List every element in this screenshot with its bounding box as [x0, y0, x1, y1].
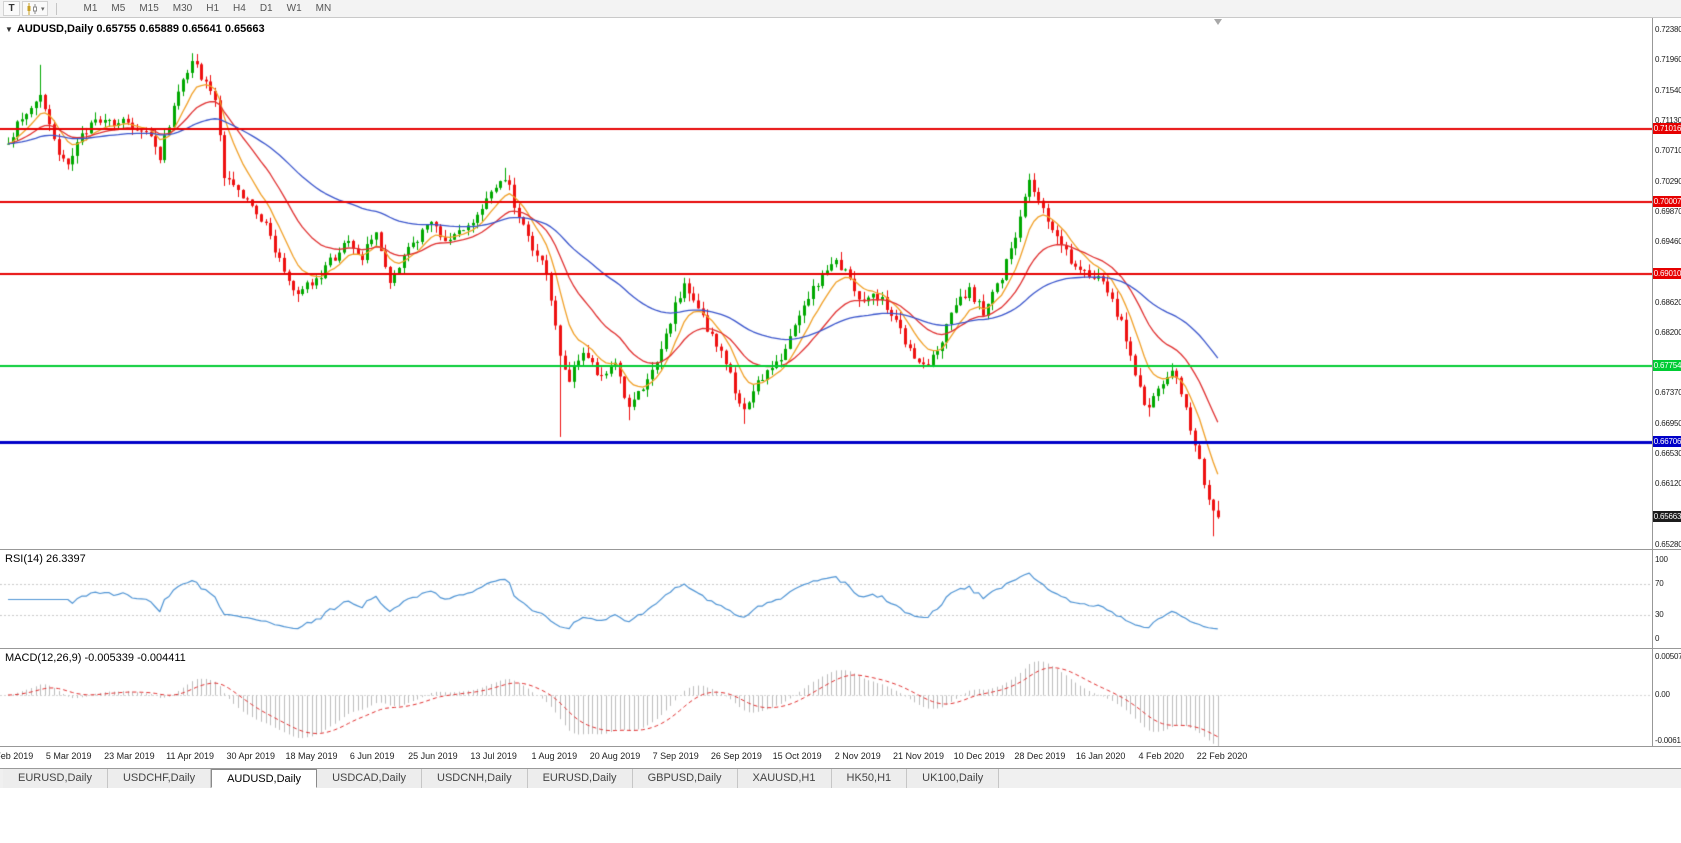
chart-tab[interactable]: EURUSD,Daily: [3, 769, 108, 788]
date-label: 14 Feb 2019: [0, 751, 34, 761]
hline-price-badge: 0.71016: [1653, 122, 1681, 134]
chart-tab[interactable]: EURUSD,Daily: [527, 769, 633, 788]
date-label: 13 Jul 2019: [470, 751, 517, 761]
timeframe-button-m30[interactable]: M30: [172, 3, 193, 14]
chart-type-button[interactable]: ▾: [22, 1, 48, 16]
hline-price-badge: 0.69010: [1653, 268, 1681, 280]
rsi-axis-label: 0: [1655, 634, 1660, 643]
hline-price-badge: 0.70007: [1653, 196, 1681, 208]
price-axis-label: 0.70710: [1655, 146, 1681, 156]
timeframe-button-w1[interactable]: W1: [286, 3, 302, 14]
timeframe-button-mn[interactable]: MN: [315, 3, 332, 14]
date-label: 4 Feb 2020: [1138, 751, 1185, 761]
date-label: 26 Sep 2019: [710, 751, 762, 761]
timeframe-button-m15[interactable]: M15: [139, 3, 159, 14]
macd-header: MACD(12,26,9) -0.005339 -0.004411: [5, 652, 186, 664]
macd-axis-label: -0.006148: [1655, 736, 1681, 745]
chart-tab[interactable]: USDCAD,Daily: [317, 769, 423, 788]
timeframe-button-m5[interactable]: M5: [111, 3, 126, 14]
main-chart-panel: ▼ AUDUSD,Daily 0.65755 0.65889 0.65641 0…: [0, 18, 1681, 549]
rsi-axis-label: 70: [1655, 578, 1664, 588]
chart-header-text: AUDUSD,Daily 0.65755 0.65889 0.65641 0.6…: [16, 23, 265, 35]
date-label: 7 Sep 2019: [652, 751, 699, 761]
candlestick-icon: [27, 2, 37, 15]
macd-axis[interactable]: 0.005076 0.00 -0.006148: [1652, 649, 1681, 746]
date-label: 22 Feb 2020: [1196, 751, 1248, 761]
date-label: 10 Dec 2019: [953, 751, 1005, 761]
chart-shift-marker[interactable]: [1214, 19, 1222, 25]
collapse-icon[interactable]: ▼: [5, 24, 13, 34]
macd-panel: MACD(12,26,9) -0.005339 -0.004411 0.0050…: [0, 648, 1681, 747]
chart-tab[interactable]: AUDUSD,Daily: [211, 769, 318, 788]
date-label: 28 Dec 2019: [1014, 751, 1066, 761]
price-axis-label: 0.71130: [1655, 115, 1681, 125]
hline-price-badge: 0.66706: [1653, 435, 1681, 447]
date-label: 30 Apr 2019: [226, 751, 276, 761]
price-axis-label: 0.66530: [1655, 449, 1681, 459]
date-label: 11 Apr 2019: [166, 751, 215, 761]
date-label: 1 Aug 2019: [531, 751, 578, 761]
toolbar-separator: [55, 2, 57, 15]
rsi-axis-label: 100: [1655, 555, 1668, 564]
rsi-axis-label: 30: [1655, 610, 1664, 620]
date-label: 6 Jun 2019: [349, 751, 395, 761]
macd-canvas[interactable]: [0, 649, 1652, 747]
rsi-axis[interactable]: 100 70 30 0: [1652, 550, 1681, 648]
chart-header: ▼ AUDUSD,Daily 0.65755 0.65889 0.65641 0…: [5, 23, 265, 35]
macd-axis-label: 0.00: [1655, 689, 1670, 699]
date-label: 21 Nov 2019: [892, 751, 945, 761]
text-tool-button[interactable]: T: [3, 1, 20, 16]
chart-tab[interactable]: GBPUSD,Daily: [632, 769, 738, 788]
price-axis-label: 0.66950: [1655, 418, 1681, 428]
current-price-badge: 0.65663: [1653, 511, 1681, 523]
date-label: 15 Oct 2019: [772, 751, 822, 761]
timeframe-button-d1[interactable]: D1: [259, 3, 273, 14]
price-axis-label: 0.68620: [1655, 297, 1681, 307]
chart-tabbar: EURUSD,Daily USDCHF,Daily AUDUSD,Daily USDC…: [0, 768, 1681, 788]
chart-tab[interactable]: USDCNH,Daily: [422, 769, 528, 788]
date-label: 20 Aug 2019: [589, 751, 641, 761]
price-axis-label: 0.65280: [1655, 540, 1681, 549]
chart-tab[interactable]: UK100,Daily: [907, 769, 1000, 788]
timeframe-button-h4[interactable]: H4: [233, 3, 246, 14]
price-axis-label: 0.69870: [1655, 207, 1681, 217]
hline-price-badge: 0.67754: [1653, 359, 1681, 371]
chart-tab[interactable]: HK50,H1: [831, 769, 908, 788]
text-tool-label: T: [8, 3, 15, 14]
rsi-header: RSI(14) 26.3397: [5, 553, 86, 565]
macd-axis-label: 0.005076: [1655, 652, 1681, 661]
toolbar: T ▾ M1 M5 M15 M30 H1 H4 D1 W1 MN: [0, 0, 1681, 18]
price-axis-label: 0.69460: [1655, 236, 1681, 246]
timeframe-button-h1[interactable]: H1: [206, 3, 220, 14]
price-axis-label: 0.67370: [1655, 388, 1681, 398]
price-axis-label: 0.71540: [1655, 85, 1681, 95]
timeframe-button-m1[interactable]: M1: [83, 3, 98, 14]
date-label: 23 Mar 2019: [104, 751, 155, 761]
date-label: 18 May 2019: [285, 751, 338, 761]
date-axis[interactable]: 14 Feb 2019 5 Mar 2019 23 Mar 2019 11 Apr 2…: [0, 746, 1681, 768]
date-label: 5 Mar 2019: [45, 751, 92, 761]
price-axis-label: 0.71960: [1655, 55, 1681, 65]
price-axis-label: 0.72380: [1655, 25, 1681, 34]
rsi-canvas[interactable]: [0, 550, 1652, 649]
price-axis-label: 0.68200: [1655, 328, 1681, 338]
date-label: 25 Jun 2019: [408, 751, 458, 761]
price-axis-label: 0.66120: [1655, 479, 1681, 489]
chevron-down-icon: ▾: [41, 5, 45, 13]
chart-tab[interactable]: XAUUSD,H1: [737, 769, 832, 788]
main-price-axis[interactable]: 0.72380 0.71960 0.71540 0.71130 0.70710 0.702…: [1652, 18, 1681, 549]
date-label: 16 Jan 2020: [1075, 751, 1126, 761]
timeframe-group: M1 M5 M15 M30 H1 H4 D1 W1 MN: [77, 1, 339, 16]
main-chart-canvas[interactable]: [0, 18, 1652, 549]
price-axis-label: 0.70290: [1655, 176, 1681, 186]
chart-tab[interactable]: USDCHF,Daily: [107, 769, 212, 788]
rsi-panel: RSI(14) 26.3397 100 70 30 0: [0, 549, 1681, 649]
date-label: 2 Nov 2019: [834, 751, 881, 761]
